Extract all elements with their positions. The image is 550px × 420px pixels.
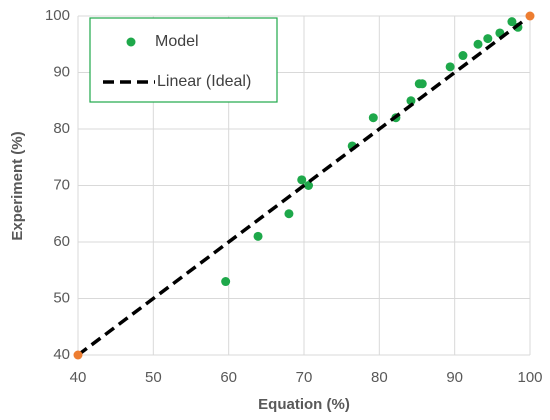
x-tick-label: 100 [517, 369, 542, 386]
x-tick-label: 60 [220, 369, 237, 386]
point [73, 350, 83, 360]
y-tick-label: 100 [45, 7, 70, 24]
point [304, 181, 314, 190]
y-tick-label: 60 [53, 233, 70, 250]
point [406, 96, 416, 106]
point [417, 79, 427, 89]
y-tick-label: 50 [53, 289, 70, 306]
y-tick-label: 70 [53, 176, 70, 193]
y-tick-label: 90 [53, 63, 70, 80]
x-tick-label: 80 [371, 369, 388, 386]
point [458, 51, 468, 61]
point [525, 11, 535, 21]
point [445, 62, 455, 72]
point [507, 17, 517, 27]
point [253, 231, 263, 241]
x-tick-label: 70 [296, 369, 313, 386]
y-tick-label: 40 [53, 346, 70, 363]
x-axis-title: Equation (%) [258, 396, 350, 413]
point [297, 175, 307, 185]
y-axis-title: Experiment (%) [9, 131, 26, 240]
ideal-line [76, 14, 532, 357]
legend: Model Linear (Ideal) [89, 17, 278, 103]
legend-box [89, 17, 278, 103]
point [483, 34, 493, 44]
y-tick-label: 80 [53, 120, 70, 137]
x-tick-label: 90 [446, 369, 463, 386]
point [473, 39, 483, 49]
legend-label: Model [155, 33, 199, 50]
x-tick-label: 40 [70, 369, 87, 386]
legend-marker [126, 37, 136, 47]
point [368, 113, 378, 123]
point [284, 209, 294, 219]
legend-label: Linear (Ideal) [157, 73, 251, 90]
x-tick-label: 50 [145, 369, 162, 386]
point [221, 277, 231, 287]
